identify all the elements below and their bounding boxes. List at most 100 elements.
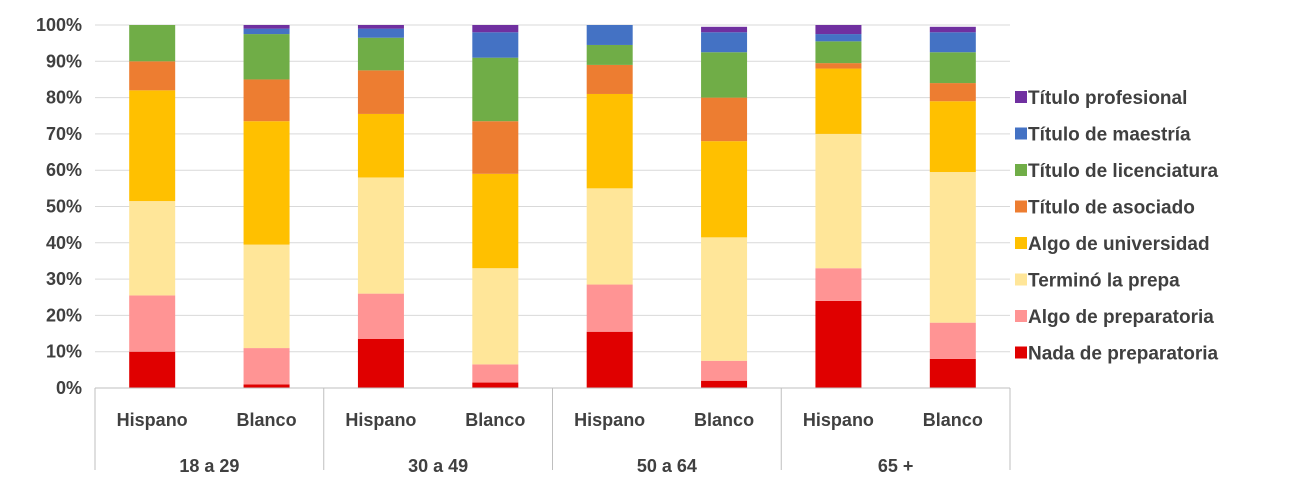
bar-segment-algo-de-universidad (357, 113, 404, 178)
y-tick-label: 100% (36, 15, 82, 35)
legend-swatch (1015, 200, 1027, 213)
y-tick-label: 70% (46, 124, 82, 144)
x-group-label: 30 a 49 (408, 456, 468, 476)
legend-swatch (1015, 127, 1027, 140)
bar-segment-titulo-de-maestria (357, 28, 404, 38)
bar-segment-titulo-de-maestria (243, 28, 290, 35)
bar-segment-nada-de-preparatoria (586, 331, 633, 388)
x-group-label: 50 a 64 (637, 456, 697, 476)
bar-segment-algo-de-preparatoria (815, 268, 862, 301)
y-tick-label: 30% (46, 269, 82, 289)
legend-label: Nada de preparatoria (1028, 344, 1218, 365)
x-category-label: Hispano (803, 410, 874, 430)
bar-segment-termino-la-prepa (701, 237, 748, 361)
x-category-label: Hispano (345, 410, 416, 430)
legend-swatch (1015, 346, 1027, 359)
bar-segment-termino-la-prepa (129, 201, 176, 296)
bar-segment-titulo-de-licenciatura (243, 34, 290, 80)
bar-segment-titulo-profesional (701, 26, 748, 33)
bar-segment-nada-de-preparatoria (357, 338, 404, 388)
bar-segment-algo-de-preparatoria (129, 295, 176, 352)
bar-segment-algo-de-universidad (129, 90, 176, 202)
bar-segment-termino-la-prepa (929, 172, 976, 323)
y-tick-label: 20% (46, 305, 82, 325)
bar-segment-titulo-de-maestria (472, 32, 519, 58)
legend-label: Algo de universidad (1028, 234, 1210, 255)
x-category-label: Blanco (237, 410, 297, 430)
bar-segment-algo-de-universidad (815, 68, 862, 134)
bar-segment-titulo-de-licenciatura (586, 44, 633, 65)
bar-segment-titulo-de-asociado (357, 70, 404, 114)
bar-segment-algo-de-universidad (472, 173, 519, 269)
bar-segment-algo-de-universidad (243, 121, 290, 245)
bar-segment-algo-de-universidad (586, 93, 633, 189)
bar-segment-algo-de-preparatoria (357, 293, 404, 339)
bar-segment-titulo-de-licenciatura (357, 37, 404, 71)
x-category-label: Blanco (923, 410, 983, 430)
bar-segment-titulo-de-asociado (243, 79, 290, 122)
bar-segment-termino-la-prepa (357, 177, 404, 294)
bar-segment-nada-de-preparatoria (929, 358, 976, 388)
y-tick-label: 60% (46, 160, 82, 180)
bar-segment-termino-la-prepa (586, 188, 633, 285)
bar-segment-titulo-de-asociado (929, 83, 976, 102)
bar-segment-titulo-de-licenciatura (129, 25, 176, 62)
bar-segment-titulo-de-asociado (472, 121, 519, 174)
bar-segment-titulo-de-maestria (701, 32, 748, 53)
bar-segment-titulo-de-licenciatura (701, 52, 748, 98)
bar-segment-titulo-profesional (472, 25, 519, 33)
bar-segment-algo-de-preparatoria (929, 322, 976, 359)
bar-segment-titulo-de-asociado (586, 64, 633, 94)
bar-segment-nada-de-preparatoria (815, 300, 862, 388)
bar-segment-titulo-profesional (929, 26, 976, 33)
bar-segment-nada-de-preparatoria (472, 382, 519, 388)
x-category-label: Hispano (574, 410, 645, 430)
y-tick-label: 50% (46, 197, 82, 217)
bar-segment-titulo-de-maestria (815, 34, 862, 42)
bar-segment-nada-de-preparatoria (701, 380, 748, 388)
bar-segment-titulo-profesional (357, 25, 404, 29)
bar-segment-titulo-profesional (243, 25, 290, 29)
bar-segment-titulo-de-maestria (929, 32, 976, 53)
bar-segment-algo-de-preparatoria (586, 284, 633, 332)
bar-segment-algo-de-universidad (929, 101, 976, 173)
bar-segment-termino-la-prepa (815, 133, 862, 269)
bar-segment-algo-de-preparatoria (472, 364, 519, 383)
bar-segment-titulo-de-maestria (586, 25, 633, 45)
x-group-label: 65 + (878, 456, 914, 476)
y-tick-label: 40% (46, 233, 82, 253)
legend-label: Título profesional (1028, 88, 1187, 109)
legend-label: Título de maestría (1028, 125, 1191, 146)
legend-swatch (1015, 310, 1027, 322)
legend-swatch (1015, 237, 1027, 249)
legend-label: Algo de preparatoria (1028, 307, 1214, 328)
legend-label: Terminó la prepa (1028, 271, 1180, 292)
x-category-label: Blanco (694, 410, 754, 430)
bar-segment-titulo-de-licenciatura (929, 52, 976, 84)
legend-label: Título de licenciatura (1028, 161, 1218, 182)
bar-segment-titulo-de-asociado (129, 61, 176, 91)
bar-segment-termino-la-prepa (472, 268, 519, 365)
bar-segment-termino-la-prepa (243, 244, 290, 349)
y-tick-label: 80% (46, 88, 82, 108)
bar-segment-titulo-de-licenciatura (815, 41, 862, 64)
y-tick-label: 0% (56, 378, 82, 398)
bar-segment-algo-de-preparatoria (701, 360, 748, 381)
bar-segment-nada-de-preparatoria (243, 384, 290, 388)
bar-segment-algo-de-universidad (701, 141, 748, 238)
bar-segment-titulo-profesional (815, 25, 862, 35)
bar-segment-nada-de-preparatoria (129, 351, 176, 388)
y-tick-label: 90% (46, 51, 82, 71)
legend-swatch (1015, 91, 1027, 103)
y-tick-label: 10% (46, 342, 82, 362)
bar-segment-titulo-de-asociado (815, 63, 862, 69)
bar-segment-titulo-de-asociado (701, 97, 748, 142)
legend-swatch (1015, 164, 1027, 176)
legend-label: Título de asociado (1028, 198, 1195, 219)
bar-segment-algo-de-preparatoria (243, 348, 290, 385)
x-category-label: Blanco (465, 410, 525, 430)
bar-segment-titulo-de-licenciatura (472, 57, 519, 122)
x-category-label: Hispano (117, 410, 188, 430)
